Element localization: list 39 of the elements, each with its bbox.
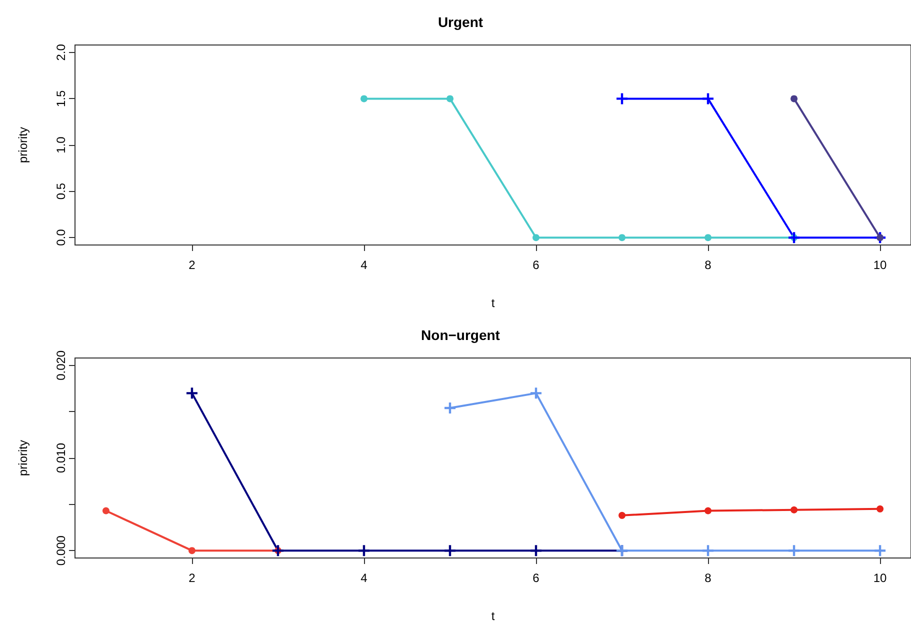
point bbox=[358, 545, 370, 556]
x-tick-label: 4 bbox=[360, 258, 368, 272]
x-tick-label: 4 bbox=[360, 571, 368, 585]
point bbox=[444, 402, 456, 414]
point bbox=[444, 545, 456, 556]
y-tick-label: 0.010 bbox=[54, 442, 68, 474]
chart-title: Non−urgent bbox=[421, 327, 500, 343]
x-axis-title: t bbox=[491, 609, 496, 623]
x-tick-label: 2 bbox=[188, 258, 196, 272]
x-tick-label: 6 bbox=[532, 258, 540, 272]
y-tick-label: 0.0 bbox=[54, 228, 68, 246]
point bbox=[102, 507, 110, 514]
y-tick-label: 0.000 bbox=[54, 535, 68, 566]
point bbox=[618, 512, 626, 519]
point bbox=[704, 507, 712, 514]
y-tick-label: 0.020 bbox=[54, 350, 68, 380]
point bbox=[702, 545, 714, 556]
x-tick-label: 2 bbox=[188, 571, 196, 585]
x-tick-label: 8 bbox=[704, 571, 712, 585]
y-tick-label: 0.5 bbox=[54, 182, 68, 200]
point bbox=[186, 388, 198, 399]
point bbox=[188, 547, 196, 554]
chart-title: Urgent bbox=[438, 14, 484, 30]
point bbox=[874, 545, 886, 556]
point bbox=[790, 506, 798, 514]
y-tick-label: 1.0 bbox=[54, 136, 68, 154]
y-tick-label: 1.5 bbox=[54, 90, 68, 108]
point bbox=[876, 505, 884, 512]
point bbox=[788, 545, 800, 556]
x-tick-label: 6 bbox=[532, 571, 540, 585]
x-tick-label: 10 bbox=[873, 571, 888, 585]
x-tick-label: 8 bbox=[704, 258, 712, 272]
y-axis-title: priority bbox=[16, 440, 30, 476]
y-axis-title: priority bbox=[16, 126, 30, 164]
point bbox=[530, 388, 542, 399]
y-tick-label: 2.0 bbox=[54, 44, 68, 61]
point bbox=[530, 545, 542, 556]
x-axis-title: t bbox=[491, 296, 496, 310]
x-tick-label: 10 bbox=[873, 258, 888, 272]
